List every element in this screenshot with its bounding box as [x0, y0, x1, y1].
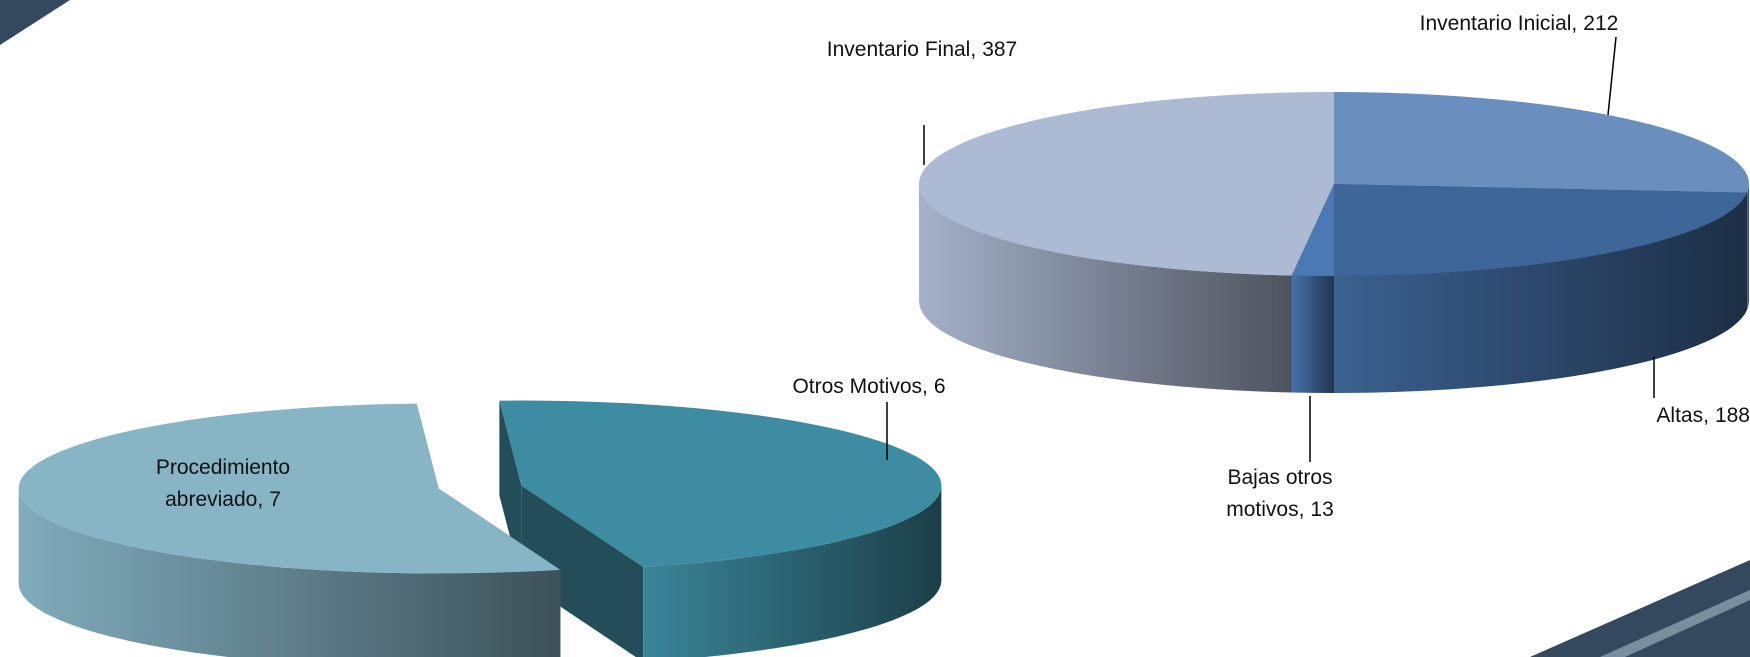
label-category: Otros Motivos, — [792, 375, 928, 398]
slice-side — [918, 184, 1292, 393]
data-label: Inventario Inicial, 212 — [1414, 8, 1624, 40]
data-label: Procedimiento abreviado, 7 — [138, 452, 308, 516]
slice-side — [643, 485, 942, 657]
data-label: Inventario Final, 387 — [822, 34, 1022, 66]
label-category: Procedimiento abreviado, — [155, 456, 291, 511]
pie-slice — [499, 400, 942, 567]
label-value: 7 — [269, 488, 281, 511]
label-value: 6 — [933, 375, 946, 398]
slice-side — [1291, 275, 1334, 393]
decor-strip — [1600, 590, 1750, 657]
label-category: Bajas otros motivos, — [1226, 466, 1333, 521]
label-category: Inventario Inicial, — [1419, 12, 1578, 35]
label-value: 188 — [1714, 404, 1750, 427]
slice-side — [1747, 184, 1749, 310]
pie-slice — [18, 403, 561, 574]
label-category: Inventario Final, — [826, 38, 977, 61]
label-value: 212 — [1583, 12, 1619, 35]
pie-slice — [918, 92, 1334, 276]
data-label: Altas, 188 — [1610, 400, 1750, 432]
data-label: Bajas otros motivos, 13 — [1205, 462, 1355, 526]
leader-line — [1607, 36, 1617, 116]
label-value: 13 — [1310, 498, 1334, 521]
pie-slice — [1334, 92, 1750, 193]
label-value: 387 — [982, 38, 1018, 61]
pie-slice — [1291, 184, 1334, 276]
slice-wall — [521, 485, 644, 657]
pie-slice — [1334, 184, 1748, 276]
slice-side — [18, 488, 561, 657]
data-label: Otros Motivos, 6 — [759, 371, 979, 403]
slice-wall — [499, 400, 522, 581]
slice-side — [1334, 192, 1748, 393]
label-category: Altas, — [1656, 404, 1709, 427]
decor-strip — [1530, 560, 1750, 657]
decor-strip — [0, 0, 70, 45]
